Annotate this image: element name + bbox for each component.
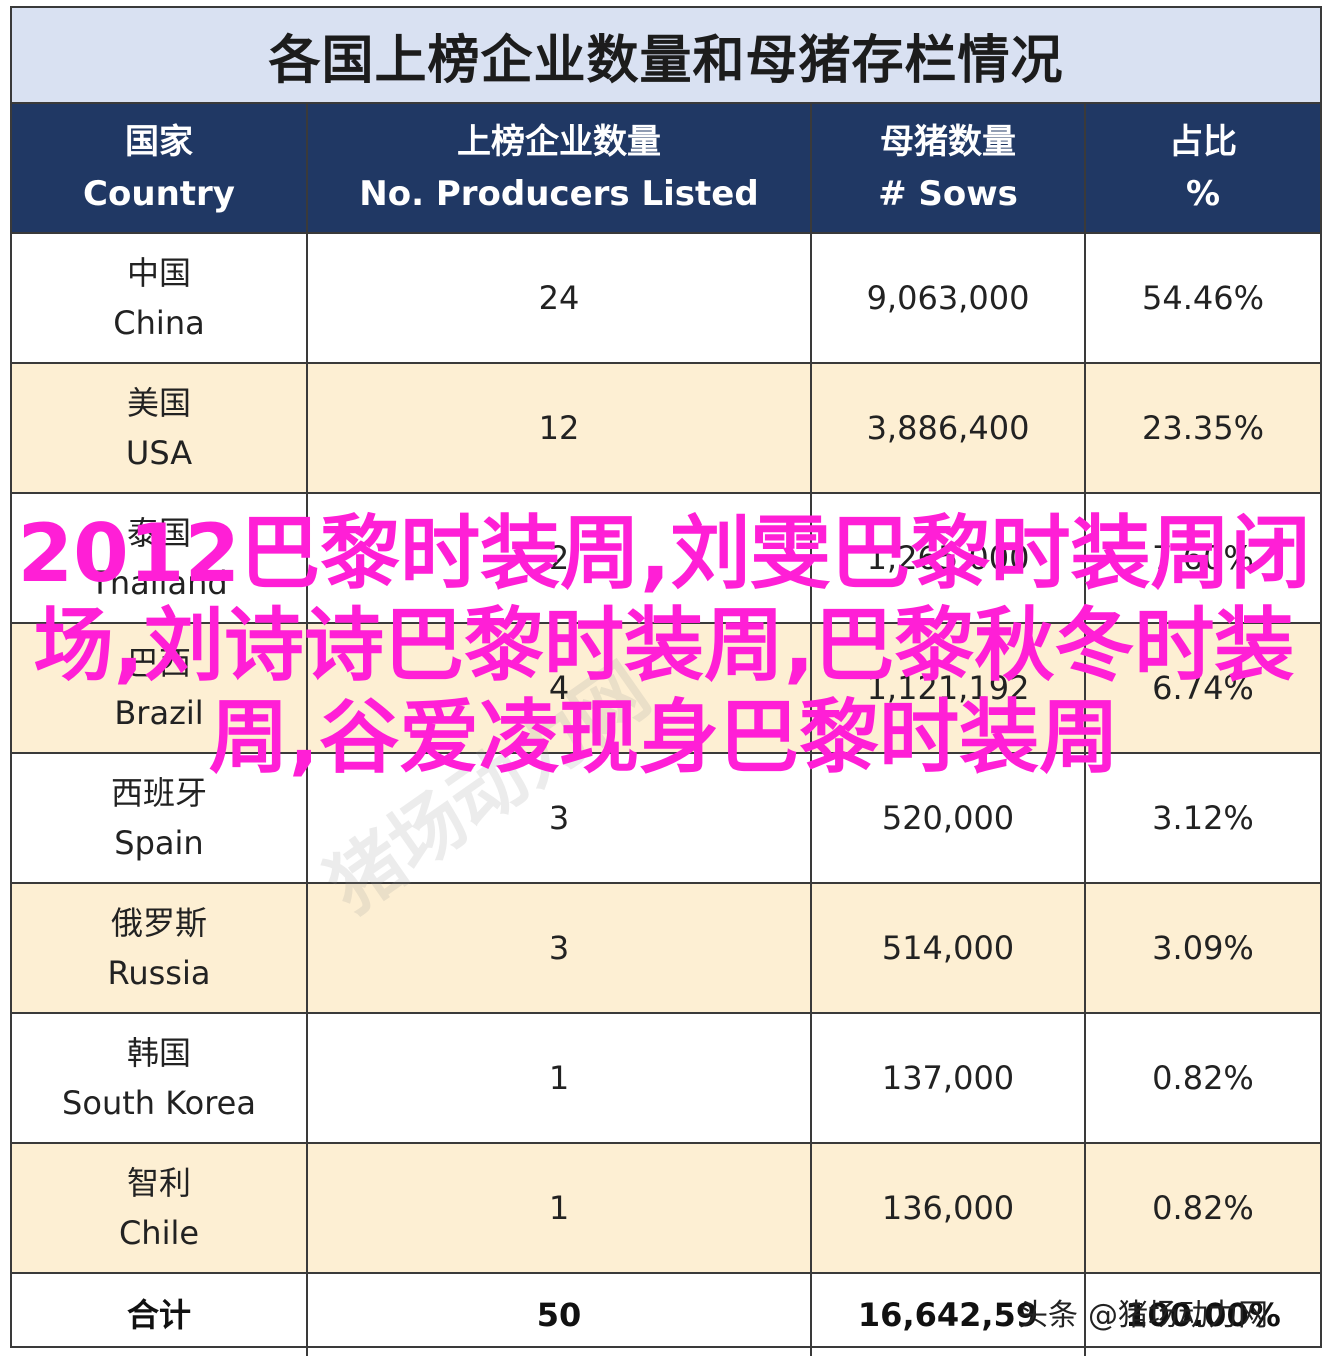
pct-cell: 54.46% bbox=[1141, 279, 1264, 317]
table-row: 西班牙 Spain 3 520,000 3.12% bbox=[12, 754, 1320, 884]
pct-cell: 0.82% bbox=[1152, 1059, 1254, 1097]
table-title: 各国上榜企业数量和母猪存栏情况 bbox=[12, 8, 1320, 104]
country-en: Chile bbox=[118, 1214, 200, 1252]
country-cell: 巴西 Brazil bbox=[12, 624, 308, 752]
country-en: Spain bbox=[114, 824, 204, 862]
source-handle: @猪场动力网 bbox=[1088, 1298, 1268, 1333]
pct-cell: 6.74% bbox=[1152, 669, 1254, 707]
country-en: Brazil bbox=[114, 694, 204, 732]
header-country-cn: 国家 bbox=[125, 122, 193, 162]
country-cell: 智利 Chile bbox=[12, 1144, 308, 1272]
sows-cell: 1,121,192 bbox=[812, 624, 1086, 752]
country-en: Russia bbox=[107, 954, 211, 992]
producers-cell: 1 bbox=[308, 1144, 812, 1272]
table-row: 美国 USA 12 3,886,400 23.35% bbox=[12, 364, 1320, 494]
sows-cell: 136,000 bbox=[812, 1144, 1086, 1272]
sows-cell: 137,000 bbox=[812, 1014, 1086, 1142]
country-cell: 泰国 Thailand bbox=[12, 494, 308, 622]
total-producers: 50 bbox=[308, 1274, 812, 1356]
sows-cell: 1,265,000 bbox=[812, 494, 1086, 622]
table-row: 中国 China 24 9,063,000 54.46% bbox=[12, 234, 1320, 364]
header-sows-en: # Sows bbox=[878, 174, 1018, 214]
table-row: 俄罗斯 Russia 3 514,000 3.09% bbox=[12, 884, 1320, 1014]
country-cn: 韩国 bbox=[126, 1034, 191, 1072]
header-producers-en: No. Producers Listed bbox=[359, 174, 759, 214]
producers-cell: 1 bbox=[308, 1014, 812, 1142]
pct-cell: 7.60% bbox=[1152, 539, 1254, 577]
header-pct-cn: 占比 bbox=[1169, 122, 1237, 162]
total-pct: 100.00% bbox=[1125, 1296, 1281, 1334]
country-en: South Korea bbox=[62, 1084, 256, 1122]
pct-cell: 3.12% bbox=[1152, 799, 1254, 837]
producers-cell: 4 bbox=[308, 624, 812, 752]
country-cn: 巴西 bbox=[126, 644, 191, 682]
country-cell: 俄罗斯 Russia bbox=[12, 884, 308, 1012]
country-cn: 俄罗斯 bbox=[110, 904, 207, 942]
sows-cell: 520,000 bbox=[812, 754, 1086, 882]
source-prefix: 头条 bbox=[1018, 1298, 1078, 1333]
header-country: 国家 Country bbox=[12, 104, 308, 232]
data-table: 各国上榜企业数量和母猪存栏情况 国家 Country 上榜企业数量 No. Pr… bbox=[10, 6, 1322, 1356]
country-cn: 智利 bbox=[126, 1164, 191, 1202]
header-sows: 母猪数量 # Sows bbox=[812, 104, 1086, 232]
source-credit: 头条 @猪场动力网 bbox=[1018, 1290, 1268, 1334]
country-en: Thailand bbox=[90, 564, 228, 602]
table-row: 泰国 Thailand 2 1,265,000 7.60% bbox=[12, 494, 1320, 624]
sows-cell: 3,886,400 bbox=[812, 364, 1086, 492]
header-pct: 占比 % bbox=[1086, 104, 1320, 232]
header-row: 国家 Country 上榜企业数量 No. Producers Listed 母… bbox=[12, 104, 1320, 234]
table-row: 韩国 South Korea 1 137,000 0.82% bbox=[12, 1014, 1320, 1144]
country-cn: 泰国 bbox=[126, 514, 191, 552]
country-cn: 中国 bbox=[126, 254, 191, 292]
producers-cell: 3 bbox=[308, 884, 812, 1012]
country-cell: 韩国 South Korea bbox=[12, 1014, 308, 1142]
producers-cell: 2 bbox=[308, 494, 812, 622]
pct-cell: 23.35% bbox=[1141, 409, 1264, 447]
producers-cell: 24 bbox=[308, 234, 812, 362]
sows-cell: 9,063,000 bbox=[812, 234, 1086, 362]
total-sows: 16,642,59 bbox=[812, 1274, 1086, 1356]
producers-cell: 3 bbox=[308, 754, 812, 882]
sows-cell: 514,000 bbox=[812, 884, 1086, 1012]
header-producers: 上榜企业数量 No. Producers Listed bbox=[308, 104, 812, 232]
header-pct-en: % bbox=[1185, 174, 1221, 214]
country-cn: 西班牙 bbox=[110, 774, 207, 812]
country-en: China bbox=[113, 304, 205, 342]
pct-cell: 0.82% bbox=[1152, 1189, 1254, 1227]
country-cell: 西班牙 Spain bbox=[12, 754, 308, 882]
producers-cell: 12 bbox=[308, 364, 812, 492]
country-en: USA bbox=[125, 434, 193, 472]
total-label: 合计 bbox=[12, 1274, 308, 1356]
table-row: 智利 Chile 1 136,000 0.82% bbox=[12, 1144, 1320, 1274]
pct-cell: 3.09% bbox=[1152, 929, 1254, 967]
table-body: 中国 China 24 9,063,000 54.46% 美国 USA 12 3… bbox=[12, 234, 1320, 1356]
header-country-en: Country bbox=[83, 174, 235, 214]
country-cell: 中国 China bbox=[12, 234, 308, 362]
country-cn: 美国 bbox=[126, 384, 191, 422]
header-producers-cn: 上榜企业数量 bbox=[457, 122, 661, 162]
total-row: 合计 50 16,642,59 100.00% bbox=[12, 1274, 1320, 1356]
header-sows-cn: 母猪数量 bbox=[880, 122, 1016, 162]
table-row: 巴西 Brazil 4 1,121,192 6.74% bbox=[12, 624, 1320, 754]
country-cell: 美国 USA bbox=[12, 364, 308, 492]
